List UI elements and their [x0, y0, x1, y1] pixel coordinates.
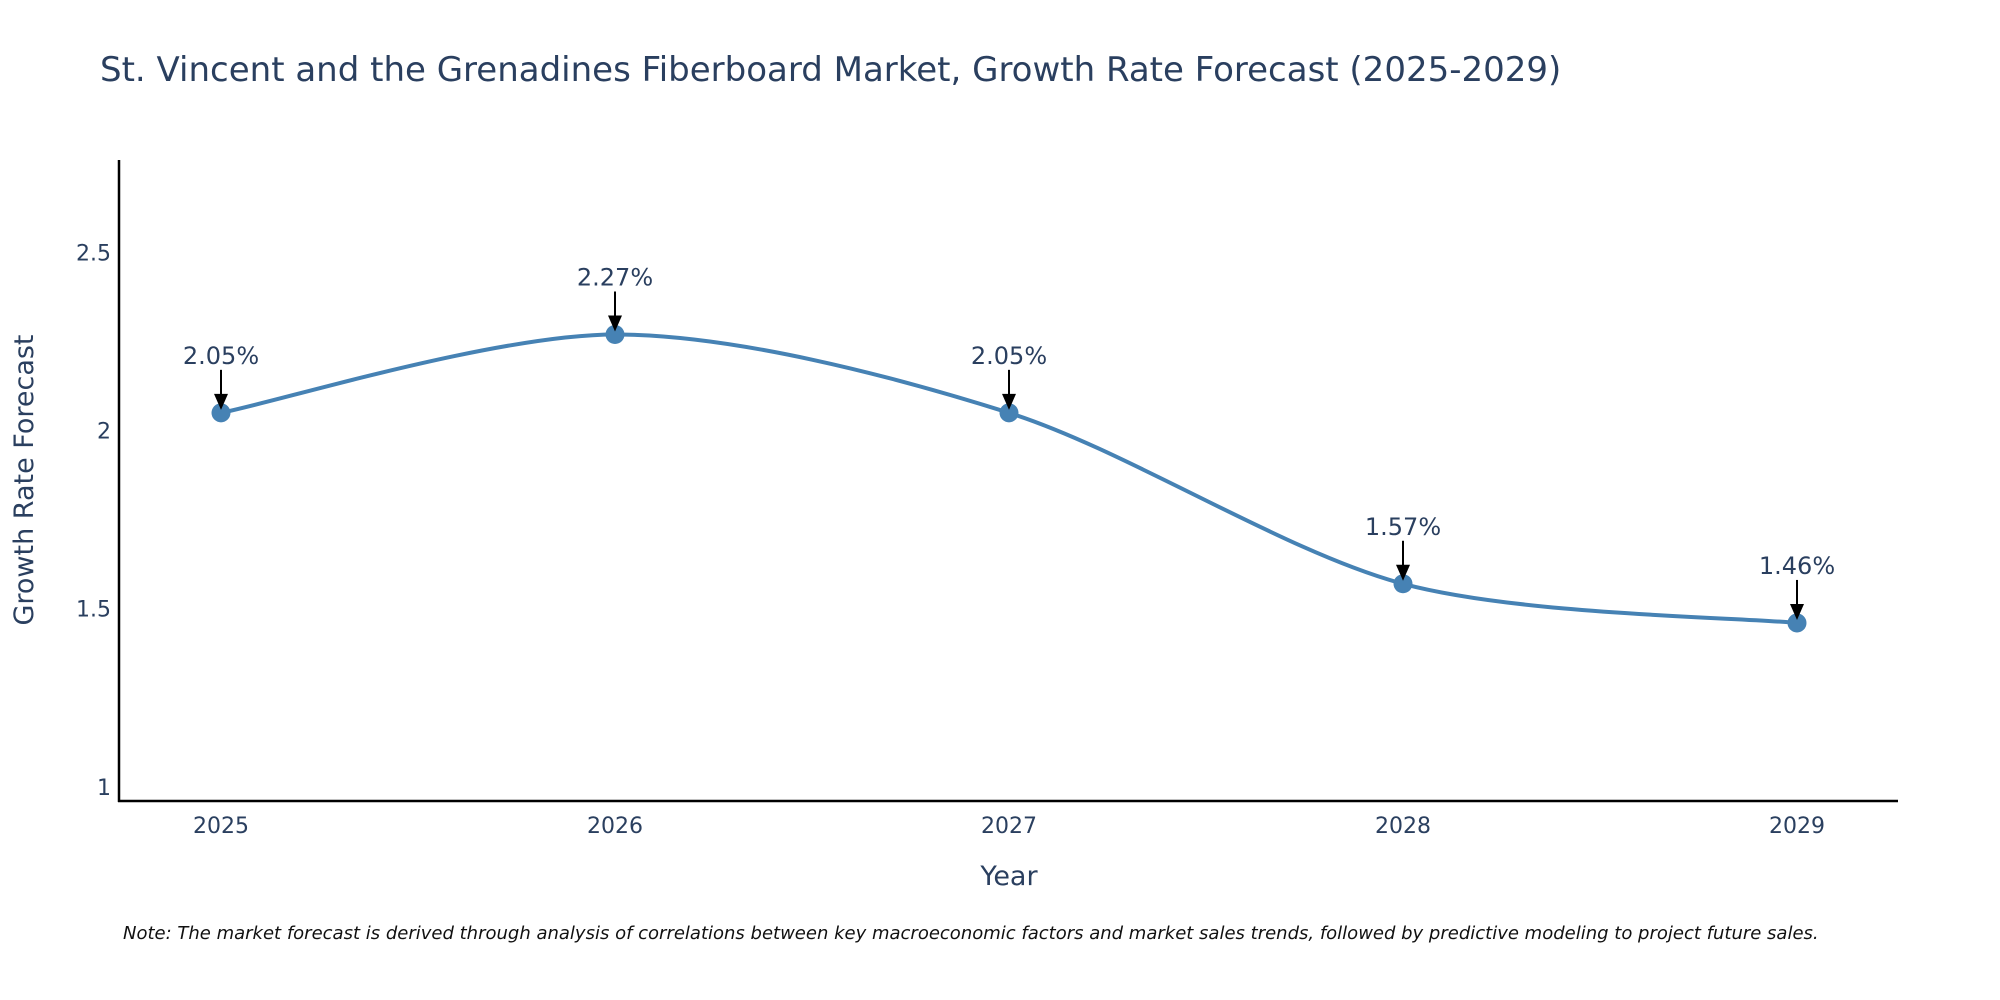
y-tick-label: 1.5 [76, 598, 111, 623]
annotation-arrow-head [1396, 564, 1410, 581]
data-point [605, 324, 625, 344]
annotation-arrow-head [1002, 393, 1016, 410]
y-tick-label: 1 [97, 776, 111, 801]
data-point [1787, 613, 1807, 633]
x-tick-label: 2025 [193, 814, 249, 839]
chart-title: St. Vincent and the Grenadines Fiberboar… [100, 50, 1561, 90]
y-tick-label: 2 [97, 420, 111, 445]
annotations: 2.05% 2.27% 2.05% 1.57% 1.46% [183, 263, 1835, 620]
annotation-arrow-head [214, 393, 228, 410]
x-tick-label: 2027 [981, 814, 1037, 839]
y-axis-title: Growth Rate Forecast [9, 334, 40, 625]
footnote: Note: The market forecast is derived thr… [123, 923, 1819, 944]
annotation-arrow-head [608, 315, 622, 332]
data-label: 2.05% [183, 342, 259, 370]
data-point [999, 403, 1019, 423]
x-tick-label: 2026 [587, 814, 643, 839]
x-tick-label: 2028 [1375, 814, 1431, 839]
y-tick-label: 2.5 [76, 242, 111, 267]
x-tick-label: 2029 [1769, 814, 1825, 839]
x-axis: 2025 2026 2027 2028 2029 [118, 799, 1898, 839]
x-axis-title: Year [979, 861, 1038, 892]
data-point [211, 403, 231, 423]
data-label: 1.57% [1365, 513, 1441, 541]
data-point [1393, 574, 1413, 594]
data-label: 2.05% [971, 342, 1047, 370]
annotation-arrow-head [1790, 603, 1804, 620]
data-label: 2.27% [577, 263, 653, 291]
y-axis: 1 1.5 2 2.5 [76, 160, 121, 802]
series-growth-rate [211, 324, 1807, 633]
data-label: 1.46% [1759, 552, 1835, 580]
